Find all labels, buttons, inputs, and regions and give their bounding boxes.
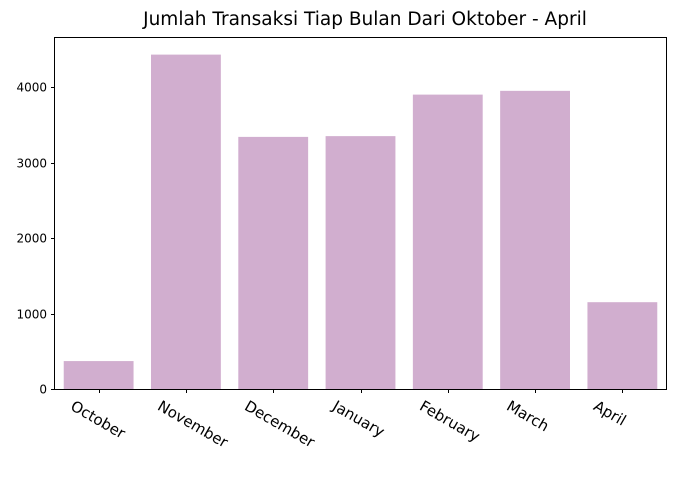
y-tick-label: 1000 — [16, 308, 47, 322]
plot-frame — [54, 37, 667, 390]
x-tick-label-april: April — [591, 397, 630, 430]
bar-march — [500, 90, 570, 389]
x-tick-label-october: October — [68, 397, 130, 443]
bar-february — [412, 94, 483, 390]
y-tick-label: 0 — [39, 383, 47, 397]
x-axis: October November December January February Ma… — [68, 389, 630, 452]
y-tick-label: 2000 — [16, 232, 47, 246]
bar-december — [238, 136, 309, 389]
bar-november — [151, 54, 221, 390]
y-axis: 0 1000 2000 3000 4000 — [16, 81, 55, 397]
bar-october — [63, 361, 134, 389]
bar-april — [587, 302, 658, 389]
bars-layer — [63, 54, 658, 390]
y-tick-label: 4000 — [16, 81, 47, 95]
bar-january — [325, 136, 396, 389]
y-tick-label: 3000 — [16, 157, 47, 171]
x-tick-label-february: February — [417, 397, 484, 446]
chart-title: Jumlah Transaksi Tiap Bulan Dari Oktober… — [142, 9, 587, 30]
x-tick-label-march: March — [504, 397, 553, 435]
x-tick-label-november: November — [155, 397, 232, 452]
x-tick-label-december: December — [242, 397, 319, 452]
x-tick-label-january: January — [329, 396, 388, 441]
